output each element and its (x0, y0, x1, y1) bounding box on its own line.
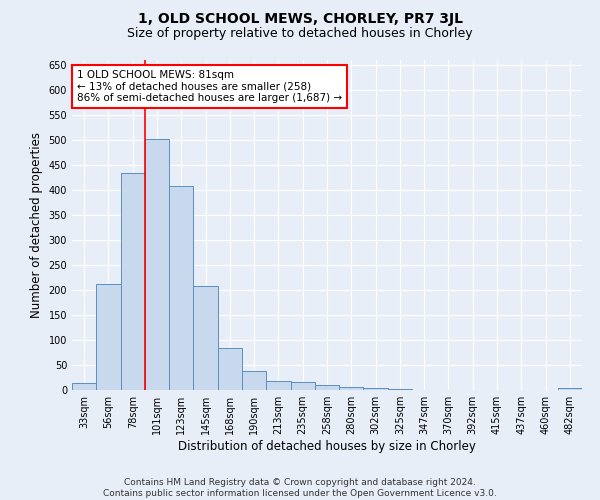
Bar (388, 389, 412, 390)
Text: Size of property relative to detached houses in Chorley: Size of property relative to detached ho… (127, 28, 473, 40)
Bar (364, 388, 388, 390)
Bar (145, 138, 169, 390)
Bar (290, 382, 315, 390)
Text: 1 OLD SCHOOL MEWS: 81sqm
← 13% of detached houses are smaller (258)
86% of semi-: 1 OLD SCHOOL MEWS: 81sqm ← 13% of detach… (77, 70, 342, 103)
Bar (339, 387, 364, 390)
Bar (121, 172, 145, 390)
Bar (242, 371, 266, 390)
Bar (193, 286, 218, 390)
Bar (169, 186, 193, 390)
Text: 1, OLD SCHOOL MEWS, CHORLEY, PR7 3JL: 1, OLD SCHOOL MEWS, CHORLEY, PR7 3JL (137, 12, 463, 26)
Bar (72, 382, 96, 390)
X-axis label: Distribution of detached houses by size in Chorley: Distribution of detached houses by size … (178, 440, 476, 453)
Bar (558, 388, 582, 390)
Text: Contains HM Land Registry data © Crown copyright and database right 2024.
Contai: Contains HM Land Registry data © Crown c… (103, 478, 497, 498)
Bar (315, 385, 339, 390)
Y-axis label: Number of detached properties: Number of detached properties (30, 132, 43, 318)
Bar (96, 284, 121, 390)
Bar (266, 381, 290, 390)
Bar (218, 348, 242, 390)
